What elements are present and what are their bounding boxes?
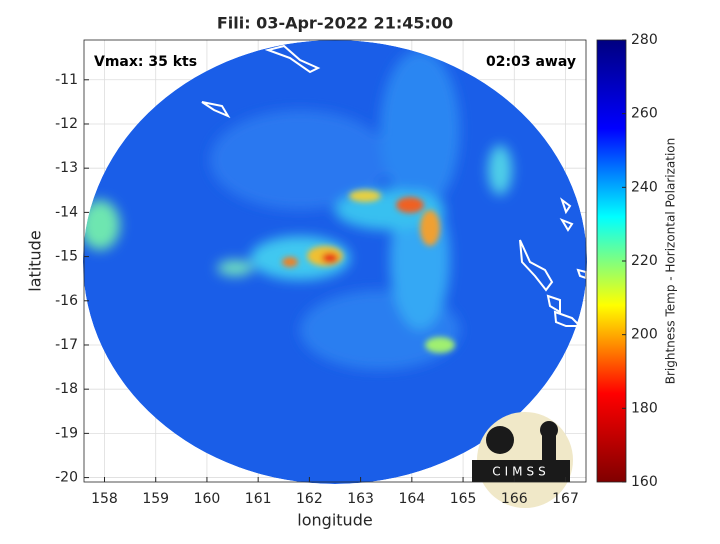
- colorbar-tick-label: 180: [631, 400, 658, 416]
- x-axis-label: longitude: [297, 511, 372, 530]
- chart-title: Fili: 03-Apr-2022 21:45:00: [217, 14, 453, 33]
- plot-frame: [83, 39, 587, 483]
- x-tick-label: 167: [552, 491, 579, 507]
- x-tick-label: 159: [142, 491, 169, 507]
- x-tick-label: 164: [398, 491, 425, 507]
- x-tick-label: 162: [296, 491, 323, 507]
- x-tick-label: 160: [194, 491, 221, 507]
- y-tick-label: -12: [55, 116, 78, 132]
- colorbar: [596, 39, 627, 483]
- y-tick-label: -17: [55, 337, 78, 353]
- swath-image: [83, 40, 587, 484]
- x-tick-label: 165: [450, 491, 477, 507]
- y-tick-label: -11: [55, 72, 78, 88]
- colorbar-tick-label: 220: [631, 253, 658, 269]
- y-tick-label: -20: [55, 470, 78, 486]
- annotation: 02:03 away: [486, 54, 576, 70]
- x-tick-label: 158: [91, 491, 118, 507]
- colorbar-tick-label: 240: [631, 179, 658, 195]
- y-tick-label: -15: [55, 249, 78, 265]
- colorbar-label: Brightness Temp - Horizontal Polarizatio…: [664, 138, 678, 385]
- colorbar-tick-label: 160: [631, 474, 658, 490]
- x-tick-label: 166: [501, 491, 528, 507]
- colorbar-tick-label: 280: [631, 32, 658, 48]
- y-tick-label: -14: [55, 204, 78, 220]
- coastlines: [201, 44, 587, 327]
- colorbar-tick-label: 200: [631, 327, 658, 343]
- logo-text: CIMSS: [492, 465, 550, 479]
- y-tick-label: -19: [55, 425, 78, 441]
- y-tick-label: -18: [55, 381, 78, 397]
- annotation: Vmax: 35 kts: [94, 54, 197, 70]
- logo: CIMSS: [472, 412, 573, 508]
- y-tick-label: -13: [55, 160, 78, 176]
- colorbar-tick-label: 260: [631, 106, 658, 122]
- y-axis-label: latitude: [26, 230, 45, 291]
- y-tick-label: -16: [55, 293, 78, 309]
- x-tick-label: 161: [245, 491, 272, 507]
- x-tick-label: 163: [347, 491, 374, 507]
